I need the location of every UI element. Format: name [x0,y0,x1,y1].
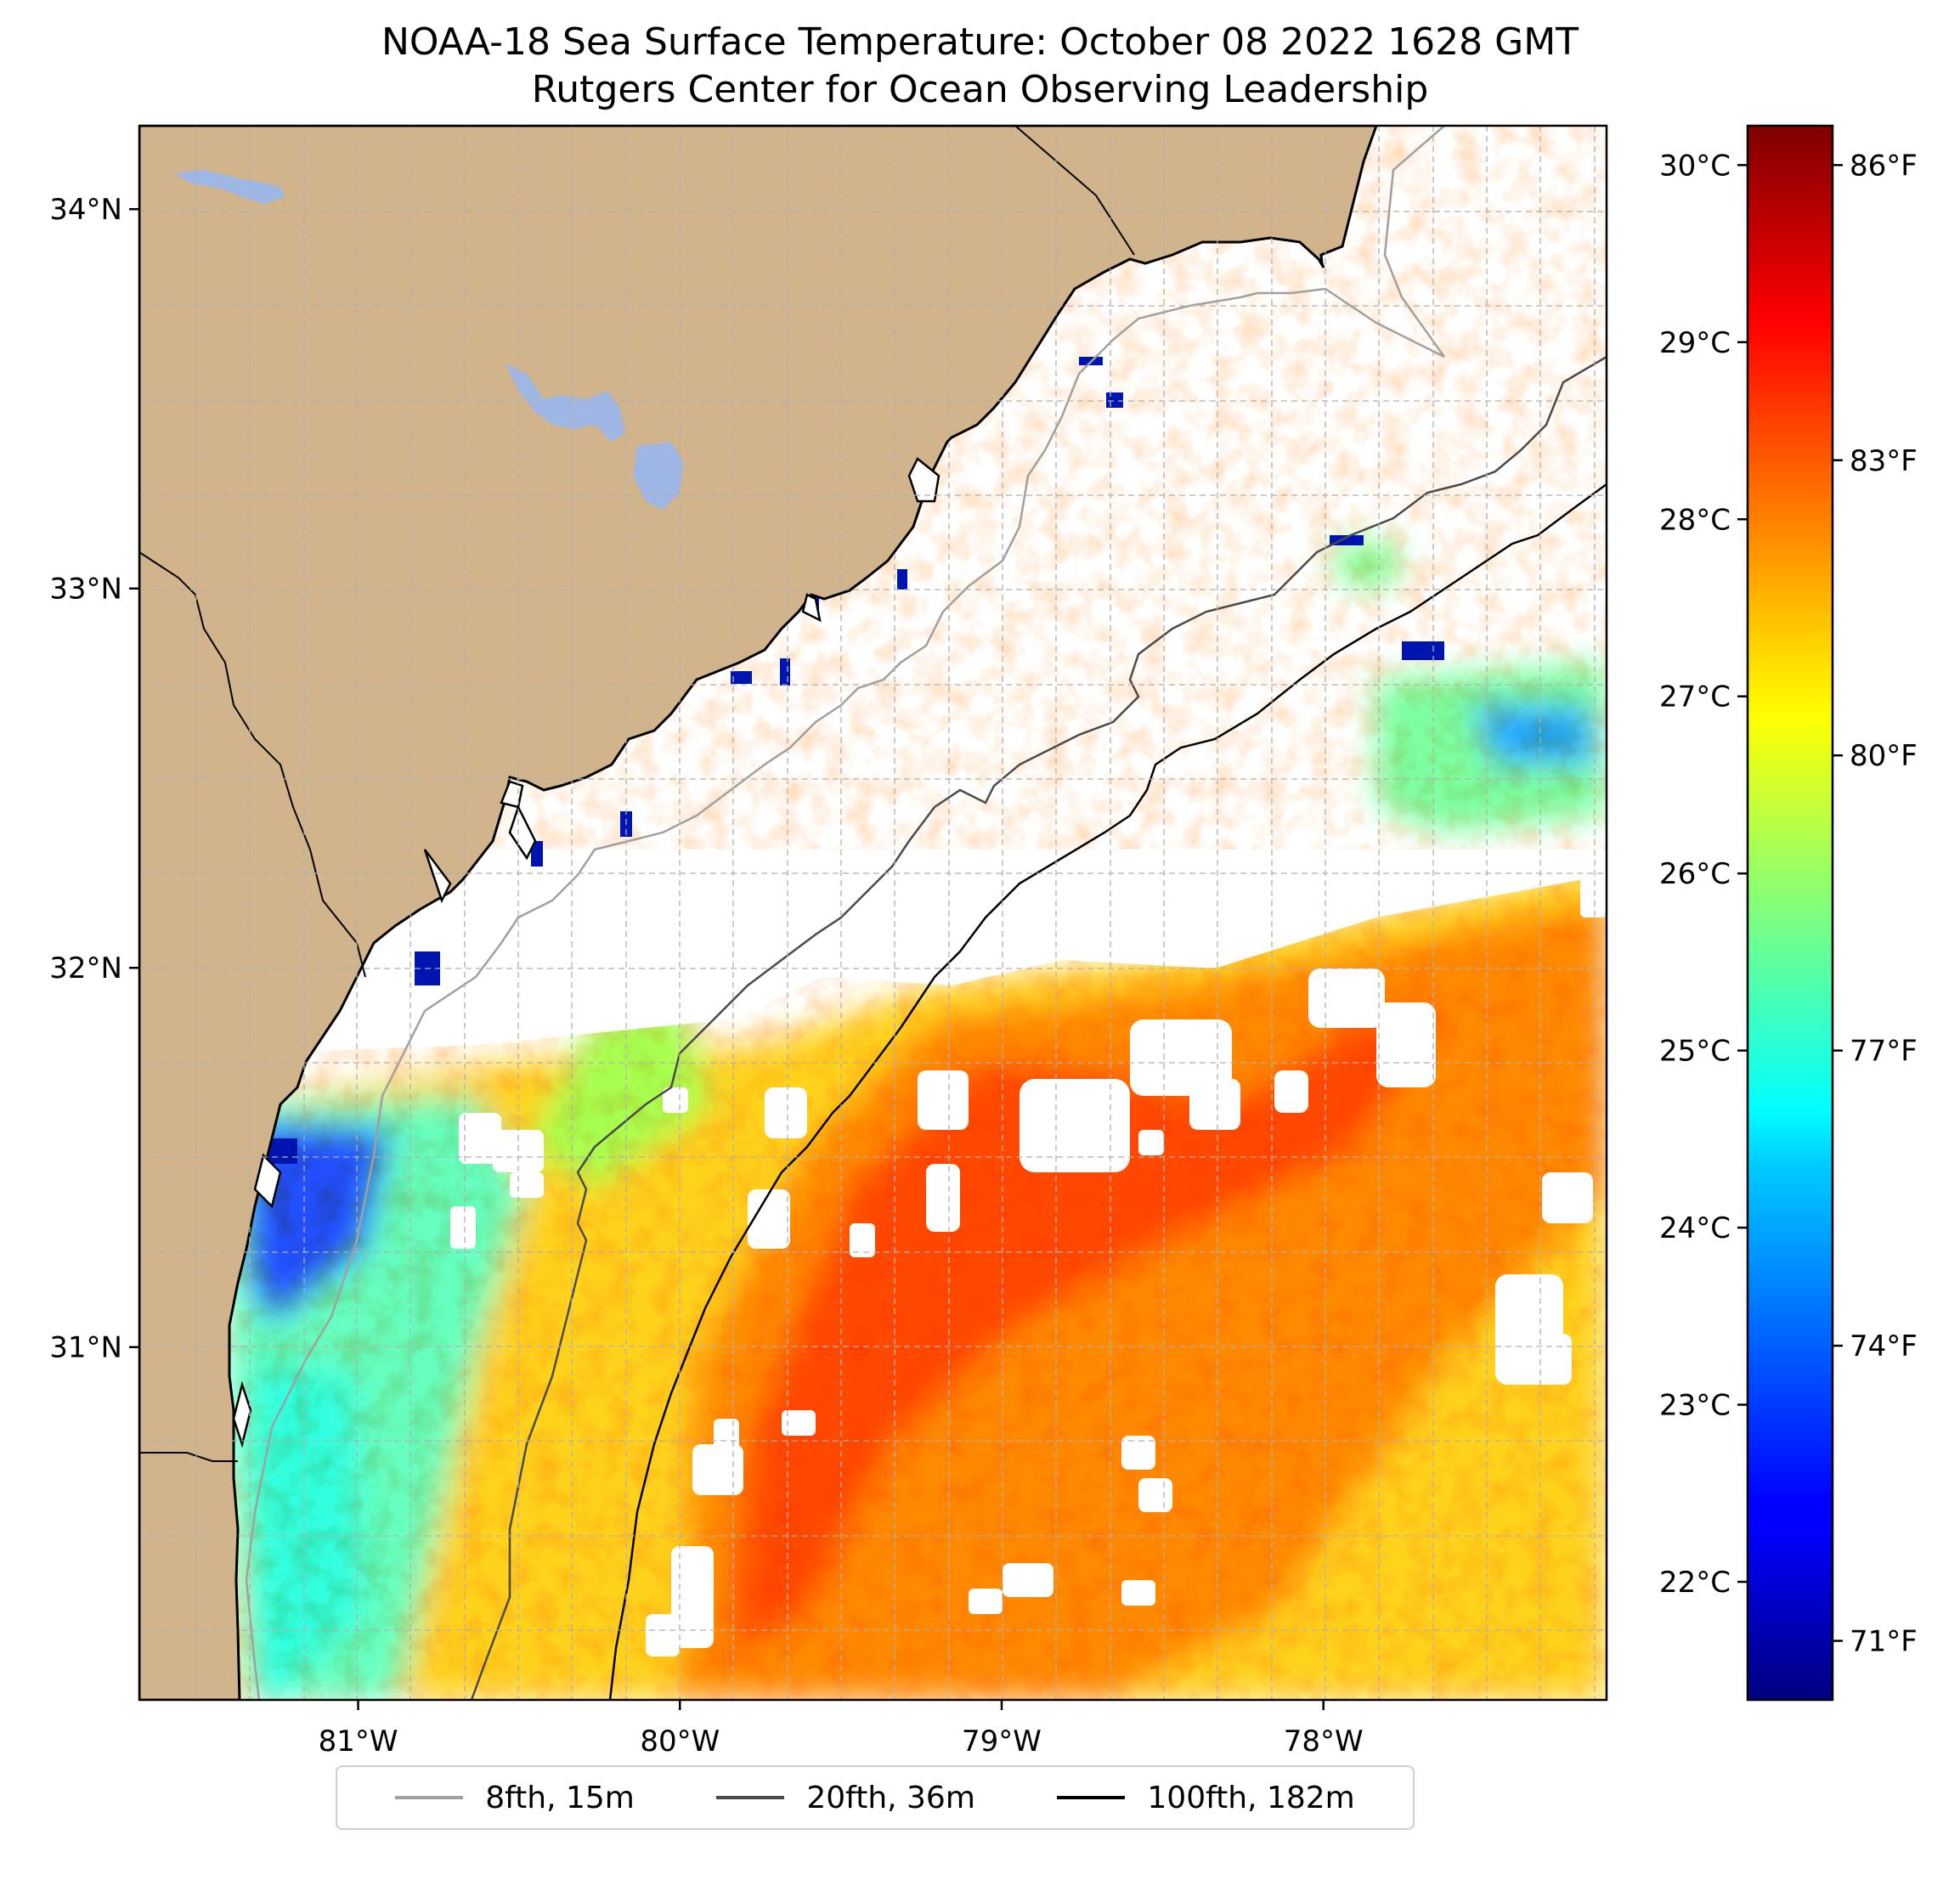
legend-swatch-100fth [1057,1796,1126,1799]
celsius-tick-label: 22°C [1659,1566,1731,1600]
map-title: NOAA-18 Sea Surface Temperature: October… [381,20,1579,64]
legend-item-20fth: 20fth, 36m [716,1781,975,1815]
celsius-tick-label: 23°C [1659,1389,1731,1423]
colorbar-gradient [1748,126,1833,1700]
colorbar: 22°C 23°C 24°C 25°C 26°C 27°C 28°C 29°C 30°C 71°… [1659,124,1918,1702]
map-subtitle: Rutgers Center for Ocean Observing Leade… [531,68,1429,111]
estuaries [232,457,940,1448]
celsius-tick-label: 27°C [1659,680,1731,714]
lakes [174,170,684,510]
state-border [1014,126,1135,256]
lon-tick-label: 81°W [319,1725,398,1759]
colorbar-frame [1746,124,1834,1702]
celsius-tick-label: 26°C [1659,857,1731,891]
latitude-axis: 31°N 32°N 33°N 34°N [49,193,139,1365]
lat-tick-label: 33°N [49,573,122,607]
fahrenheit-tick-label: 74°F [1850,1330,1918,1363]
celsius-tick-label: 29°C [1659,326,1731,360]
lon-tick-label: 80°W [640,1725,720,1759]
map-panel [139,126,1607,1700]
river-border [139,551,366,978]
legend-swatch-20fth [716,1796,785,1799]
fahrenheit-tick-label: 77°F [1850,1035,1918,1069]
longitude-axis: 81°W 80°W 79°W 78°W [319,1700,1364,1759]
legend-label-20fth: 20fth, 36m [806,1780,975,1815]
legend-label-8fth: 8fth, 15m [485,1780,635,1815]
fahrenheit-tick-label: 83°F [1850,444,1918,478]
celsius-tick-label: 25°C [1659,1035,1731,1069]
lon-tick-label: 79°W [962,1725,1042,1759]
contour-20fth-line [470,355,1607,1700]
fahrenheit-tick-label: 71°F [1850,1625,1918,1659]
fahrenheit-tick-label: 80°F [1850,739,1918,773]
lat-tick-label: 34°N [49,193,122,227]
colorbar-celsius-axis: 22°C 23°C 24°C 25°C 26°C 27°C 28°C 29°C 30°C [1659,149,1748,1600]
lat-tick-label: 32°N [49,951,122,985]
legend-label-100fth: 100fth, 182m [1147,1780,1355,1815]
gridlines [139,126,1607,1700]
celsius-tick-label: 28°C [1659,503,1731,537]
celsius-tick-label: 24°C [1659,1211,1731,1245]
fahrenheit-tick-label: 86°F [1850,149,1918,183]
legend-swatch-8fth [395,1796,464,1799]
lon-tick-label: 78°W [1284,1725,1364,1759]
legend-item-8fth: 8fth, 15m [395,1781,635,1815]
contour-8fth-line [245,126,1446,1700]
colorbar-fahrenheit-axis: 71°F 74°F 77°F 80°F 83°F 86°F [1833,149,1918,1659]
lat-tick-label: 31°N [49,1331,122,1365]
celsius-tick-label: 30°C [1659,149,1731,183]
map-frame [138,124,1608,1702]
cloud-gaps [139,850,1607,1657]
depth-contour-legend: 8fth, 15m 20fth, 36m 100fth, 182m [336,1765,1415,1830]
legend-item-100fth: 100fth, 182m [1057,1780,1355,1815]
state-border-south [139,1452,238,1462]
